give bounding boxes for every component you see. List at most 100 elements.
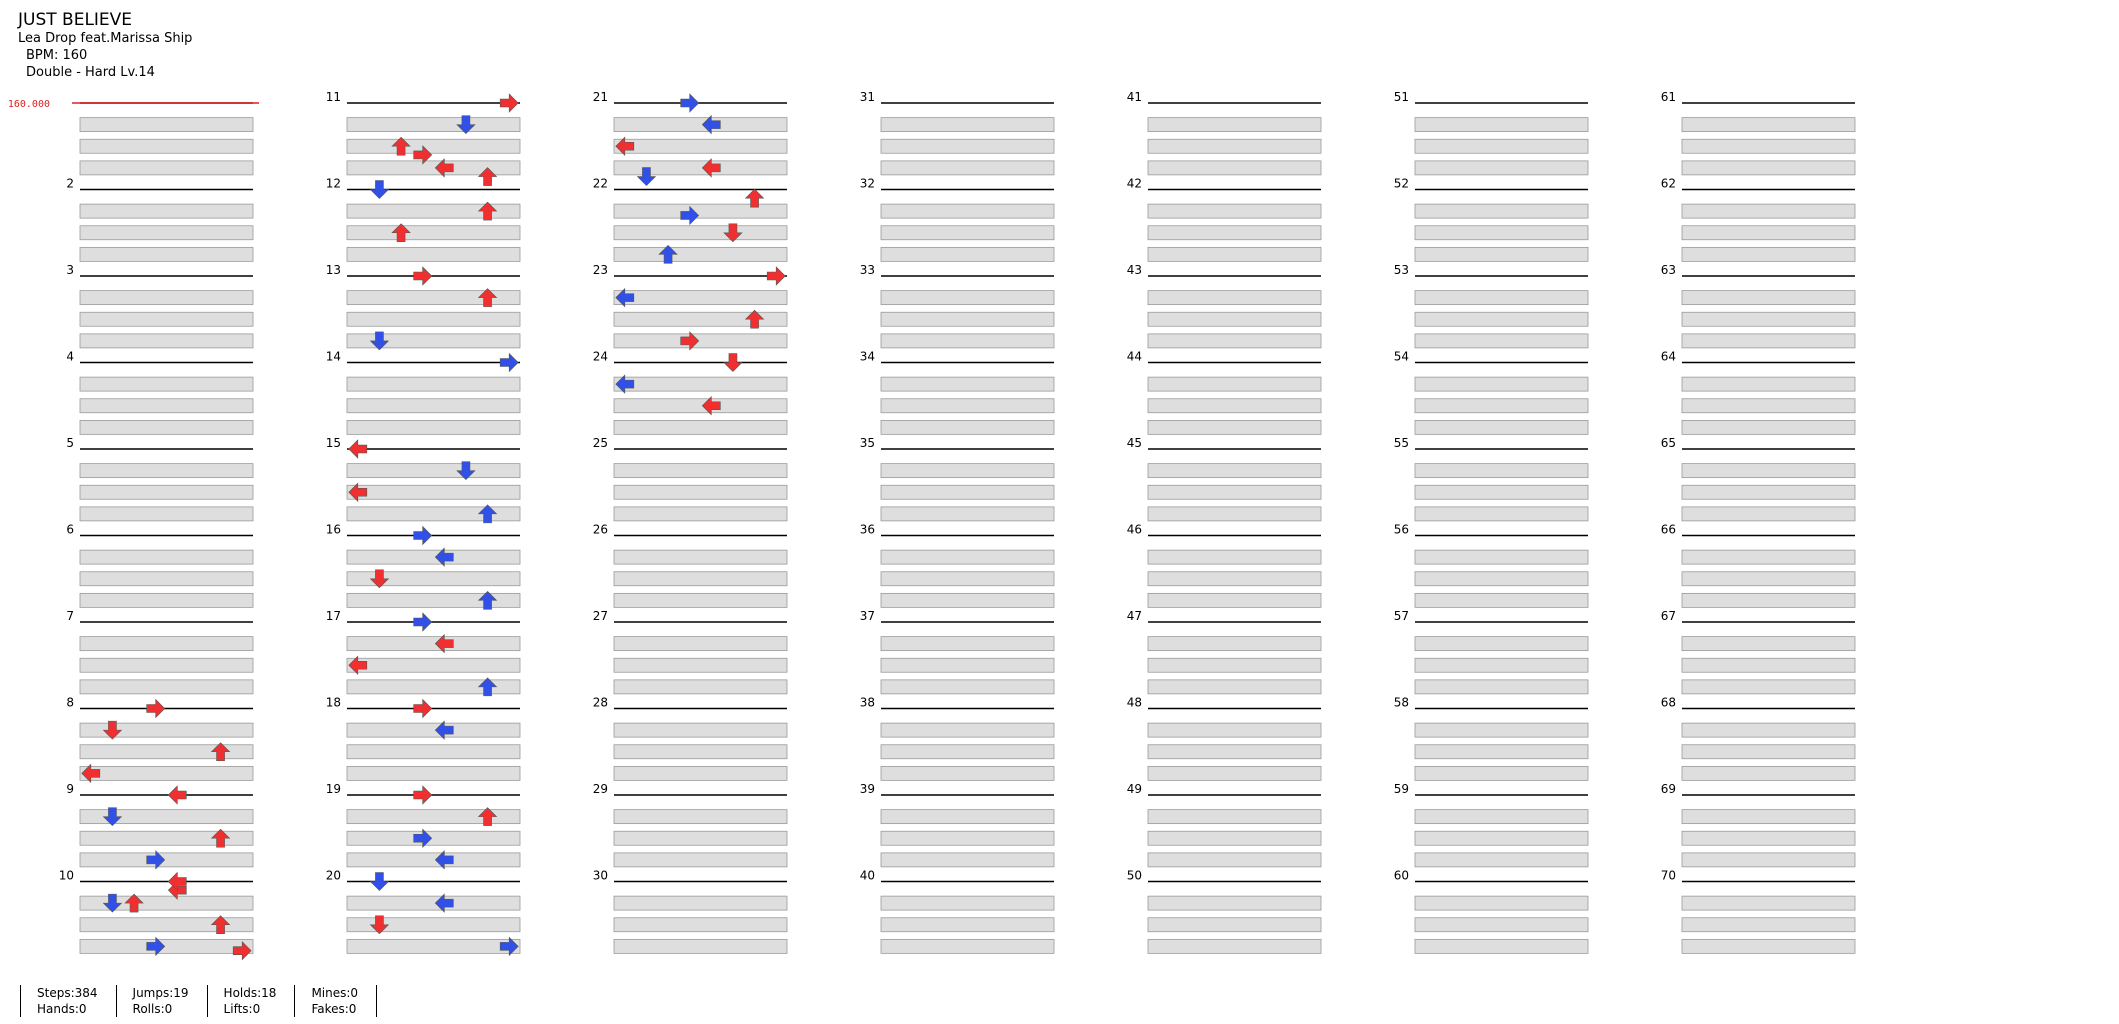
beat-row <box>1414 679 1589 695</box>
beat-row <box>1414 398 1589 414</box>
beat-row <box>346 830 521 846</box>
beat-row <box>346 117 521 133</box>
beat-row <box>613 765 788 781</box>
note-layer <box>81 93 786 961</box>
note-arrow <box>477 807 498 826</box>
measure-label: 26 <box>593 523 608 537</box>
beat-row <box>613 679 788 695</box>
beat-row <box>1147 809 1322 825</box>
beat-row <box>1681 744 1856 760</box>
beat-row <box>1147 463 1322 479</box>
stat-value: Lifts:0 <box>223 1002 261 1016</box>
beat-row <box>1681 484 1856 500</box>
note-arrow <box>210 828 231 848</box>
beat-row <box>1681 333 1856 349</box>
beat-row <box>613 398 788 414</box>
note-arrow <box>456 115 476 135</box>
measure-label: 44 <box>1127 350 1142 364</box>
beat-row <box>1681 938 1856 954</box>
song-artist: Lea Drop feat.Marissa Ship <box>18 31 193 46</box>
note-arrow <box>413 785 433 805</box>
measure-label: 54 <box>1394 350 1409 364</box>
measure-label: 4 <box>66 350 74 364</box>
beat-row <box>346 592 521 608</box>
note-arrow <box>391 223 411 243</box>
beat-row <box>346 809 521 825</box>
measure-label: 45 <box>1127 436 1142 450</box>
stat-cell: Mines:0 Fakes:0 <box>294 985 378 1017</box>
beat-row <box>613 830 788 846</box>
measure-label: 28 <box>593 696 608 710</box>
measure-label: 53 <box>1394 263 1409 277</box>
beat-row <box>346 290 521 306</box>
beat-row <box>346 398 521 414</box>
beat-row <box>79 376 254 392</box>
measure-label: 55 <box>1394 436 1409 450</box>
measure-label: 8 <box>66 696 74 710</box>
beat-row <box>1681 809 1856 825</box>
beat-row <box>79 592 254 608</box>
beat-row <box>346 225 521 241</box>
stat-cell: Steps:384 Hands:0 <box>20 985 116 1017</box>
note-arrow <box>477 504 498 524</box>
beat-row <box>1147 484 1322 500</box>
beat-row <box>1147 290 1322 306</box>
note-arrow <box>636 167 657 186</box>
note-arrow <box>210 742 231 762</box>
note-arrow <box>477 288 498 307</box>
beat-row <box>1681 636 1856 652</box>
beat-row <box>346 722 521 738</box>
note-arrow <box>146 850 166 870</box>
note-arrow <box>348 482 368 502</box>
song-title: JUST BELIEVE <box>18 10 133 30</box>
beat-row <box>1681 376 1856 392</box>
beat-row <box>1147 571 1322 587</box>
beat-row <box>346 571 521 587</box>
note-arrow <box>210 915 231 935</box>
measure-label: 15 <box>326 436 341 450</box>
stat-value: Jumps:19 <box>132 986 189 1000</box>
beat-row <box>880 765 1055 781</box>
note-arrow <box>369 915 390 935</box>
beat-row <box>1681 657 1856 673</box>
note-arrow <box>413 266 433 286</box>
measure-label: 56 <box>1394 523 1409 537</box>
beat-row <box>613 290 788 306</box>
measure-label: 60 <box>1394 869 1409 883</box>
stats-bar: Steps:384 Hands:0 Jumps:19 Rolls:0 Holds:18 L… <box>20 985 378 1021</box>
note-arrow <box>232 940 252 961</box>
measure-label: 9 <box>66 782 74 796</box>
difficulty-level: Lv.14 <box>120 65 155 80</box>
beat-row <box>1147 657 1322 673</box>
note-arrow <box>744 309 765 329</box>
beat-row <box>346 160 521 176</box>
note-arrow <box>766 266 786 286</box>
measure-label: 30 <box>593 869 608 883</box>
beat-row <box>79 549 254 565</box>
beat-row <box>79 398 254 414</box>
beat-row <box>1147 160 1322 176</box>
beat-row <box>880 398 1055 414</box>
measure-label: 52 <box>1394 177 1409 191</box>
note-arrow <box>167 785 187 805</box>
beat-row <box>346 506 521 522</box>
measure-label: 33 <box>860 263 875 277</box>
beat-row <box>1414 636 1589 652</box>
note-arrow <box>413 145 433 165</box>
measure-label: 42 <box>1127 177 1142 191</box>
beat-row <box>613 203 788 219</box>
beat-row <box>613 419 788 435</box>
beat-row <box>1414 895 1589 911</box>
measure-label: 64 <box>1661 350 1676 364</box>
measure-label: 3 <box>66 263 74 277</box>
beat-row <box>1681 765 1856 781</box>
measure-label: 24 <box>593 350 608 364</box>
measure-label: 63 <box>1661 263 1676 277</box>
beat-row <box>346 311 521 327</box>
beat-row <box>79 138 254 154</box>
beat-row <box>79 117 254 133</box>
beat-row <box>346 636 521 652</box>
beat-row <box>880 657 1055 673</box>
beat-row <box>346 895 521 911</box>
beat-row <box>79 938 254 954</box>
